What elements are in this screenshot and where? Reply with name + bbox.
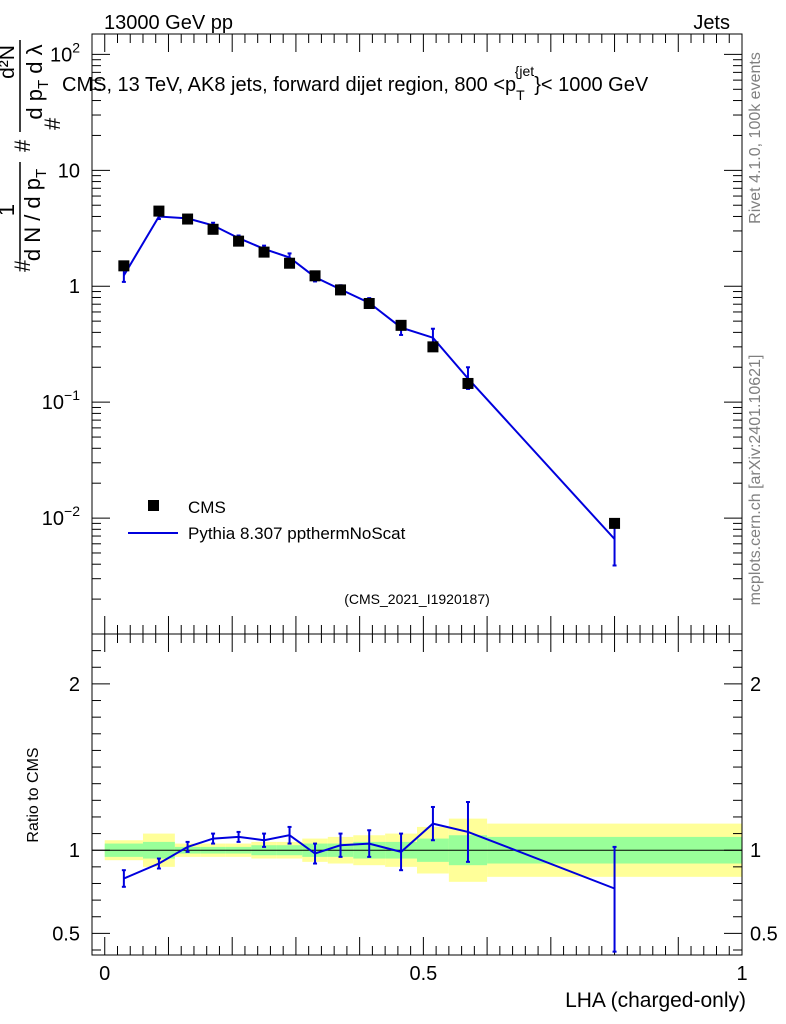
cms-data-point <box>395 319 407 331</box>
cms-data-point <box>335 284 347 296</box>
cms-data-point <box>309 270 321 282</box>
legend: CMS Pythia 8.307 ppthermNoScat <box>128 498 406 543</box>
mcplots-label: mcplots.cern.ch [arXiv:2401.10621] <box>747 355 764 606</box>
plot-title: CMS, 13 TeV, AK8 jets, forward dijet reg… <box>62 63 649 103</box>
header-left-label: 13000 GeV pp <box>104 12 233 34</box>
cms-data-point <box>153 205 165 217</box>
analysis-watermark: (CMS_2021_I1920187) <box>344 591 490 607</box>
cms-data-point <box>207 223 219 235</box>
ratio-y-tick-label-right: 0.5 <box>750 923 778 945</box>
cms-data-point <box>427 341 439 353</box>
x-tick-label: 0.5 <box>409 963 437 985</box>
y-label-outer-numerator: 1 <box>0 204 19 216</box>
ratio-frame <box>91 633 743 956</box>
legend-cms-label: CMS <box>188 498 226 517</box>
cms-data-point <box>462 377 474 389</box>
y-tick-label: 10 <box>58 160 80 182</box>
header-right-label: Jets <box>693 12 730 34</box>
cms-data-point <box>363 297 375 309</box>
ratio-y-tick-label-left: 2 <box>69 674 80 696</box>
ratio-y-tick-label-right: 1 <box>750 840 761 862</box>
ratio-y-axis-label: Ratio to CMS <box>25 747 42 842</box>
cms-data-point <box>258 246 270 258</box>
cms-data-point <box>182 213 194 225</box>
x-tick-label: 0 <box>99 963 110 985</box>
x-axis-label: LHA (charged-only) <box>565 989 746 1012</box>
cms-data-point <box>284 257 296 269</box>
legend-pythia-label: Pythia 8.307 ppthermNoScat <box>188 524 406 543</box>
ratio-line <box>123 822 615 890</box>
y-tick-label: 10−2 <box>42 503 80 530</box>
x-tick-label: 1 <box>736 963 747 985</box>
ratio-y-tick-label-left: 0.5 <box>52 923 80 945</box>
y-label-hash: # <box>40 117 65 130</box>
y-label-inner-numerator: d²N <box>0 45 19 79</box>
y-tick-label: 102 <box>50 39 80 66</box>
cms-data-point <box>609 517 621 529</box>
y-tick-label: 10−1 <box>42 387 80 414</box>
y-tick-label: 1 <box>69 276 80 298</box>
cms-data-point <box>118 260 130 272</box>
ratio-y-tick-label-right: 2 <box>750 674 761 696</box>
header: 13000 GeV pp Jets <box>104 12 730 34</box>
ratio-y-tick-label-left: 1 <box>69 840 80 862</box>
y-label-outer-denominator: d N / d pT <box>20 169 50 261</box>
side-text: Rivet 4.1.0, 100k events mcplots.cern.ch… <box>747 52 764 605</box>
y-label-hash: # <box>10 259 35 272</box>
pythia-line <box>123 215 616 540</box>
main-frame <box>91 33 743 635</box>
main-plot: 102 10 1 10−1 10−2 CMS, 13 TeV, AK8 jets, for… <box>0 33 743 635</box>
y-label-inner-denominator: d pT d λ <box>22 44 52 119</box>
rivet-version-label: Rivet 4.1.0, 100k events <box>747 52 764 224</box>
legend-cms-marker <box>148 500 159 511</box>
cms-data-point <box>233 235 245 247</box>
y-label-hash: # <box>10 139 35 152</box>
